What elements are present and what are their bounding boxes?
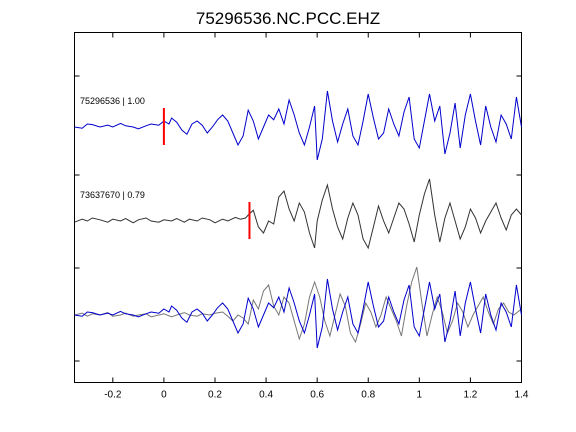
waveform-trace: [74, 266, 522, 344]
waveform-trace: [74, 178, 522, 250]
x-tick-label: 0.2: [208, 390, 222, 401]
x-tick-label: 1.2: [463, 390, 477, 401]
trace-panel-1: 75296536 | 1.00: [74, 90, 522, 161]
x-tick-label: 0.6: [310, 390, 324, 401]
trace-label: 75296536 | 1.00: [80, 96, 145, 106]
trace-panel-3: [74, 266, 522, 349]
x-tick-label: 0.8: [361, 390, 375, 401]
trace-panels: 75296536 | 1.00 73637670 | 0.79: [74, 90, 522, 349]
x-tick-label: 0.4: [259, 390, 273, 401]
y-tick-marks: [74, 75, 522, 362]
trace-panel-2: 73637670 | 0.79: [74, 178, 522, 250]
plot-frame: [74, 32, 522, 383]
trace-label: 73637670 | 0.79: [80, 190, 145, 200]
waveform-trace: [74, 278, 522, 349]
x-axis: -0.2 0 0.2 0.4 0.6 0.8 1 1.2 1.4: [104, 32, 529, 401]
x-tick-label: -0.2: [104, 390, 122, 401]
x-tick-label: 0: [161, 390, 167, 401]
x-tick-label: 1.4: [515, 390, 529, 401]
chart-title: 75296536.NC.PCC.EHZ: [196, 9, 380, 28]
x-tick-label: 1: [417, 390, 423, 401]
